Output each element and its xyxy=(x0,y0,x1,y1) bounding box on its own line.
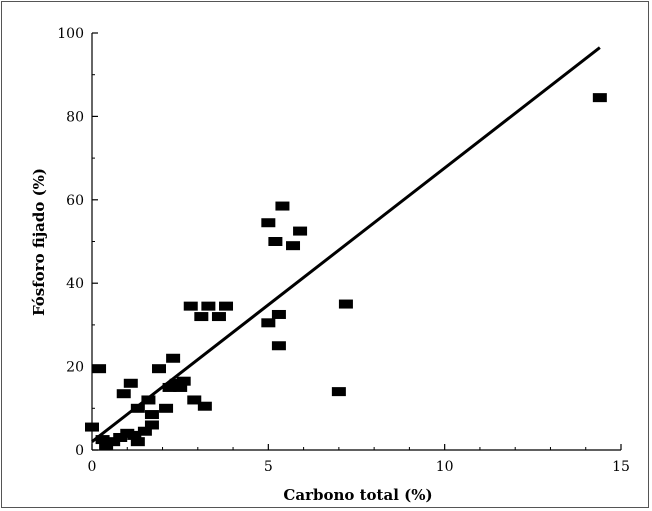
data-point xyxy=(113,432,128,442)
data-point xyxy=(211,312,226,322)
y-ticks: 0 20 40 60 80 100 xyxy=(57,26,98,459)
data-point xyxy=(152,364,167,374)
y-tick-label: 20 xyxy=(66,360,84,376)
data-point xyxy=(166,353,181,363)
data-point xyxy=(183,301,198,311)
data-point xyxy=(85,422,99,432)
data-point xyxy=(331,387,346,397)
data-point xyxy=(173,382,188,392)
x-ticks: 0 5 10 15 xyxy=(88,444,630,475)
data-point xyxy=(194,312,209,322)
x-axis-title: Carbono total (%) xyxy=(283,486,432,504)
data-point xyxy=(261,318,276,328)
data-point xyxy=(201,301,216,311)
data-point xyxy=(261,218,276,228)
y-tick-label: 0 xyxy=(75,443,84,459)
data-point xyxy=(338,299,353,309)
data-point xyxy=(144,410,159,420)
data-point xyxy=(176,376,191,386)
data-point xyxy=(219,301,234,311)
data-point xyxy=(137,426,152,436)
data-point xyxy=(293,226,308,236)
data-point xyxy=(130,437,145,447)
data-point xyxy=(130,403,145,413)
data-point xyxy=(106,437,121,447)
data-point xyxy=(271,341,286,351)
y-tick-label: 100 xyxy=(57,26,84,42)
y-tick-label: 40 xyxy=(66,276,84,292)
y-tick-label: 60 xyxy=(66,193,84,209)
data-point xyxy=(592,93,607,103)
data-points xyxy=(85,93,607,451)
x-tick-label: 10 xyxy=(436,459,454,475)
data-point xyxy=(92,364,107,374)
data-point xyxy=(187,395,202,405)
data-point xyxy=(162,382,177,392)
trendline xyxy=(91,46,601,443)
x-tick-label: 15 xyxy=(612,459,630,475)
data-point xyxy=(286,241,301,251)
y-axis-title: Fósforo fijado (%) xyxy=(30,168,48,316)
data-point xyxy=(271,309,286,319)
x-tick-label: 5 xyxy=(264,459,273,475)
y-tick-label: 80 xyxy=(66,109,84,125)
data-point xyxy=(127,430,142,440)
data-point xyxy=(116,389,131,399)
data-point xyxy=(141,395,156,405)
data-point xyxy=(159,403,174,413)
data-point xyxy=(275,201,290,211)
data-point xyxy=(95,435,110,445)
data-point xyxy=(99,441,114,451)
data-point xyxy=(268,237,283,246)
data-point xyxy=(120,428,135,438)
data-point xyxy=(144,420,159,430)
data-point xyxy=(197,401,212,411)
data-point xyxy=(123,378,138,388)
x-tick-label: 0 xyxy=(88,459,97,475)
